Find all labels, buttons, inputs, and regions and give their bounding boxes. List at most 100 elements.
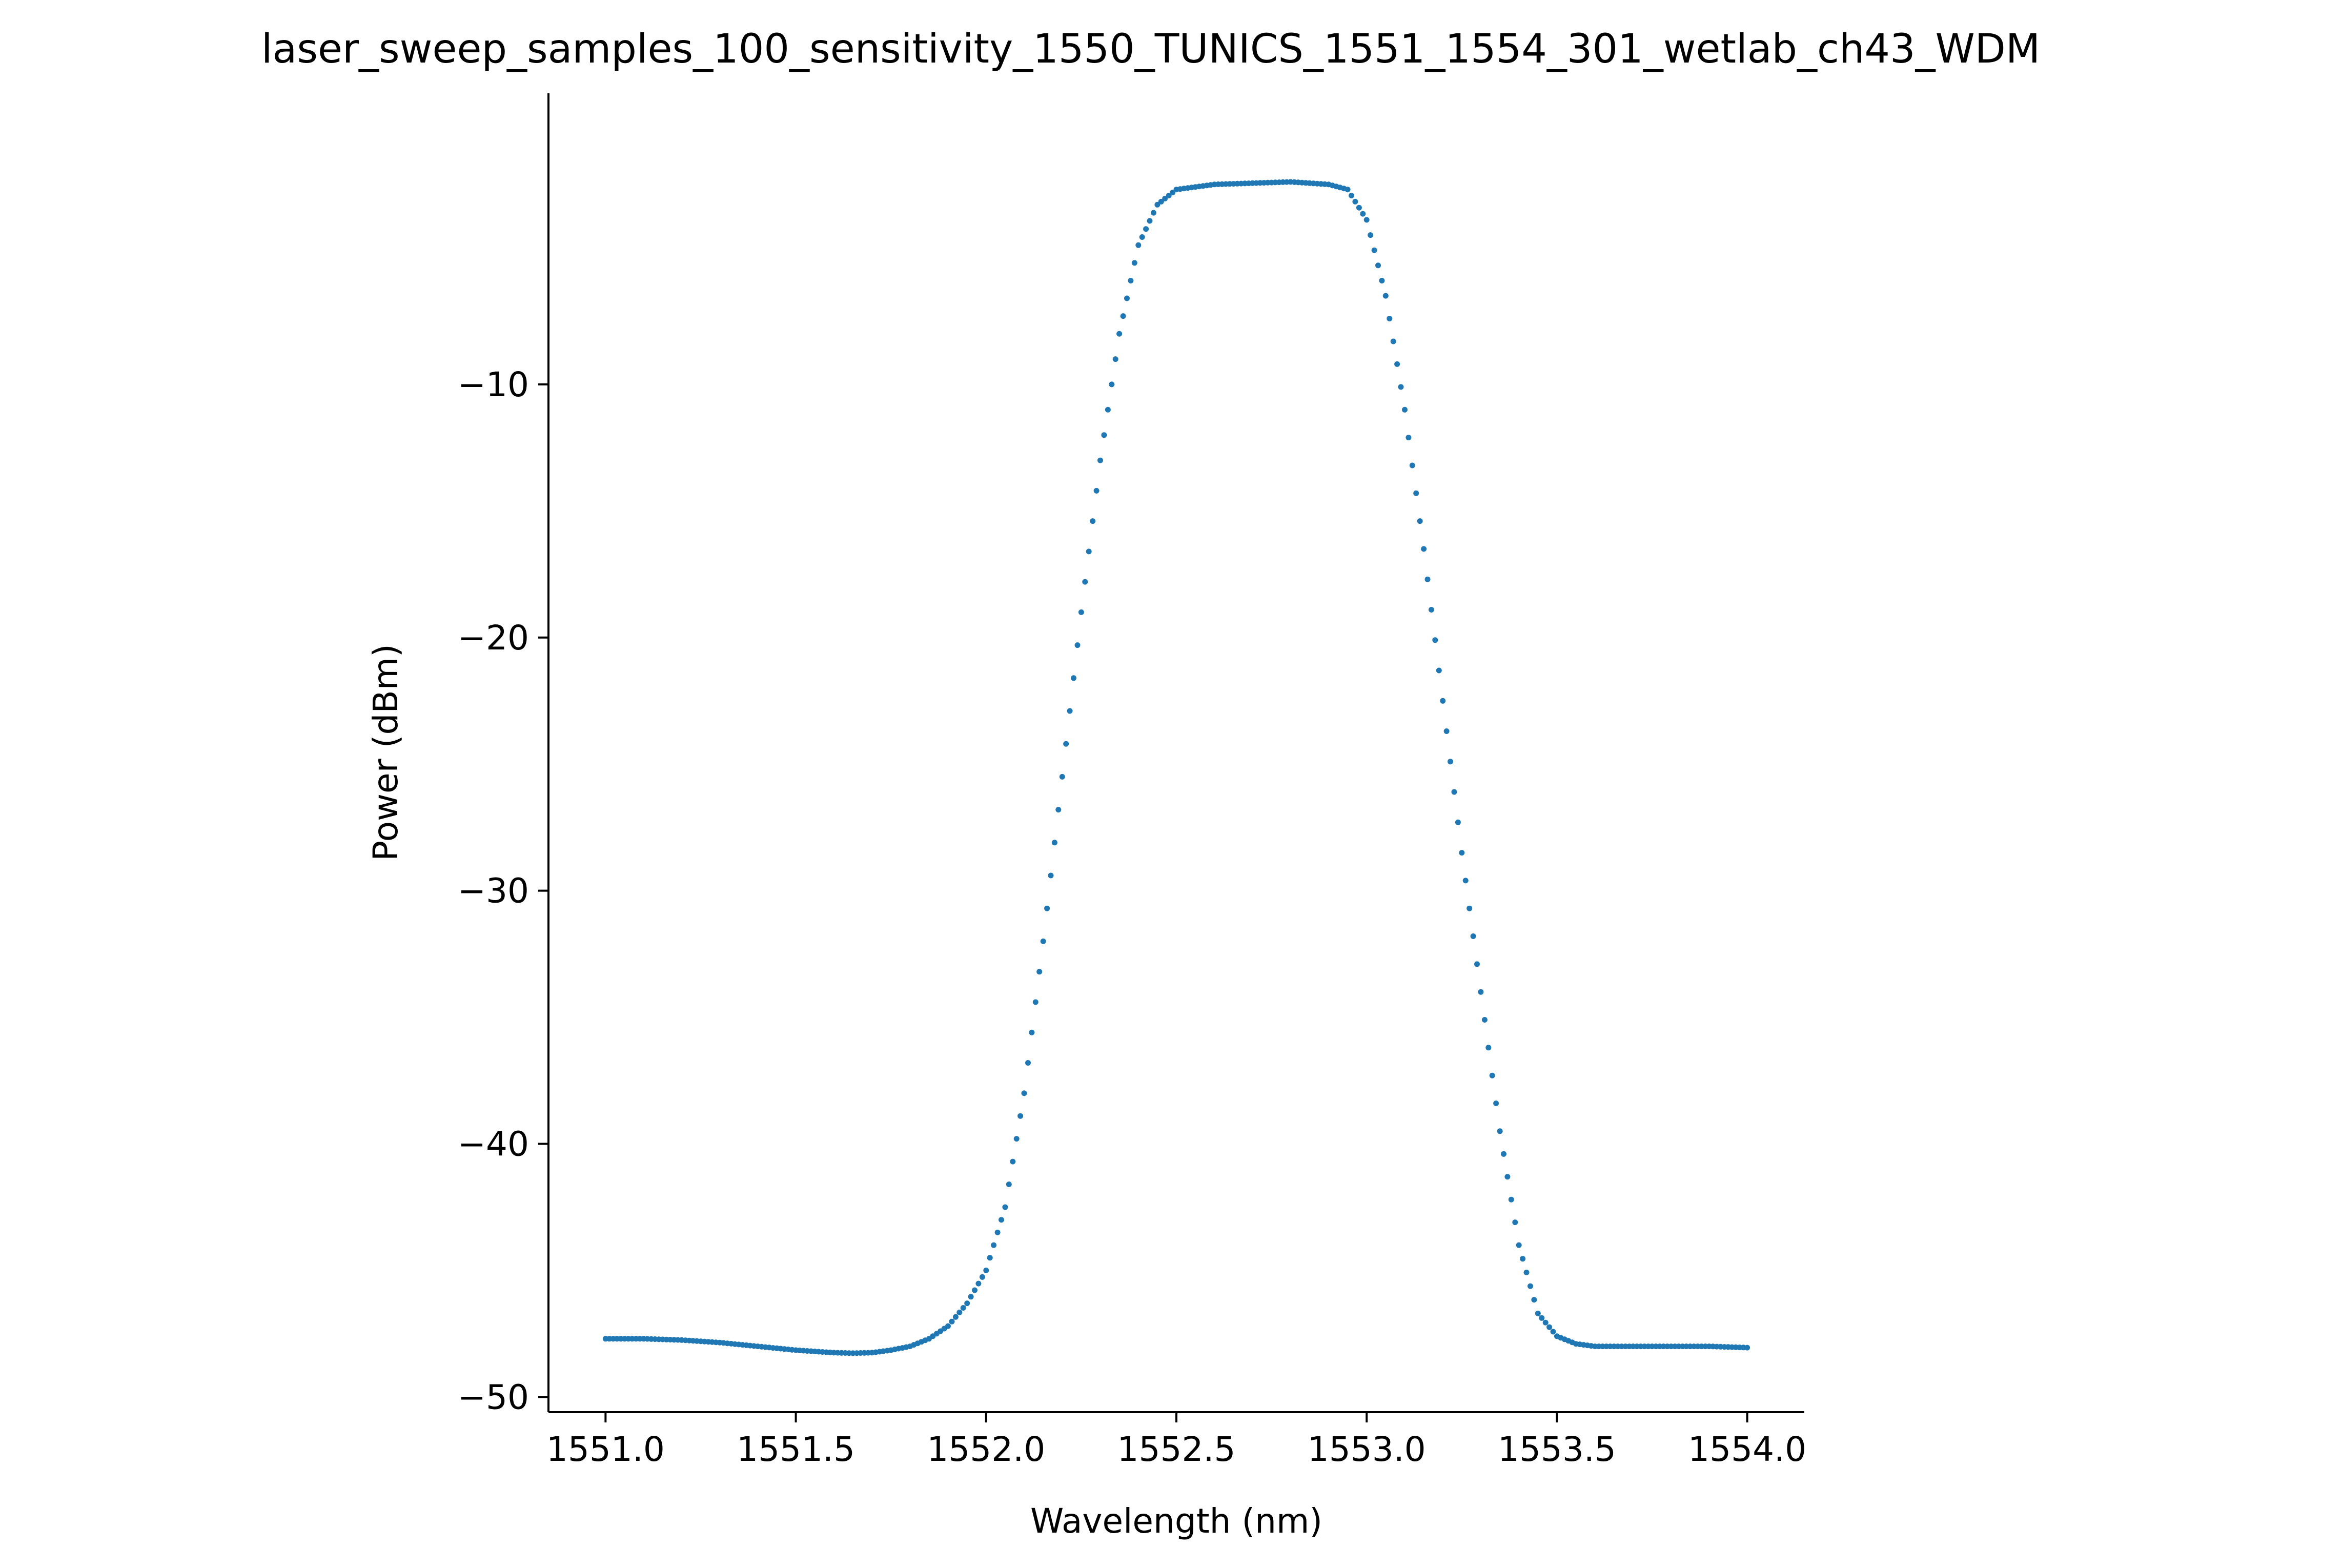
data-point xyxy=(1428,607,1434,613)
x-tick-label: 1552.5 xyxy=(1117,1430,1236,1469)
data-point xyxy=(952,1314,959,1320)
data-point xyxy=(1406,435,1412,441)
data-point xyxy=(1086,548,1092,555)
data-point xyxy=(1375,262,1381,269)
data-point xyxy=(1105,406,1111,413)
data-point xyxy=(1345,187,1351,193)
x-tick-label: 1554.0 xyxy=(1688,1430,1806,1469)
x-tick-label: 1553.5 xyxy=(1498,1430,1616,1469)
data-point xyxy=(1048,872,1054,879)
data-point xyxy=(1424,576,1431,582)
data-point xyxy=(1135,242,1142,248)
data-point xyxy=(1116,331,1123,337)
data-point xyxy=(1120,313,1126,319)
data-point xyxy=(1363,217,1370,223)
data-point xyxy=(979,1274,985,1280)
data-point xyxy=(1520,1256,1526,1262)
y-tick-label: −50 xyxy=(458,1377,529,1417)
data-point xyxy=(1459,850,1465,856)
data-point xyxy=(1013,1136,1020,1142)
data-point xyxy=(1124,295,1130,301)
data-point xyxy=(1349,193,1354,198)
data-point xyxy=(1010,1158,1016,1165)
data-point xyxy=(1063,741,1069,747)
data-point xyxy=(1109,381,1115,388)
data-point xyxy=(1112,356,1118,362)
data-point xyxy=(1497,1128,1503,1134)
data-point xyxy=(1508,1196,1514,1203)
data-point xyxy=(1093,487,1099,494)
data-point xyxy=(1128,278,1134,283)
data-point xyxy=(1462,878,1469,884)
data-point xyxy=(1436,667,1442,674)
data-point xyxy=(1101,432,1107,438)
data-point xyxy=(1402,406,1408,413)
data-point xyxy=(1481,1017,1488,1023)
data-point xyxy=(945,1323,951,1329)
data-point xyxy=(1535,1310,1541,1316)
data-point xyxy=(1448,759,1453,765)
data-point xyxy=(1542,1319,1549,1326)
data-point xyxy=(1360,211,1366,217)
data-point xyxy=(1143,226,1149,232)
data-point xyxy=(1531,1297,1537,1303)
data-point xyxy=(1139,234,1145,240)
y-axis-ticks: −50 −40 −30 −20 −10 xyxy=(458,365,548,1417)
data-point xyxy=(964,1300,970,1307)
data-point xyxy=(991,1242,997,1248)
data-point xyxy=(1451,789,1457,795)
data-point xyxy=(1382,293,1389,299)
data-point xyxy=(1029,1029,1035,1035)
data-point xyxy=(1413,490,1419,496)
data-point xyxy=(1539,1315,1545,1321)
data-point xyxy=(1443,728,1450,734)
data-point xyxy=(1162,195,1168,201)
data-point xyxy=(987,1255,993,1261)
data-point xyxy=(1154,201,1160,208)
data-point xyxy=(1489,1072,1495,1078)
data-point xyxy=(949,1318,955,1325)
data-point xyxy=(968,1294,974,1300)
data-point xyxy=(1002,1204,1008,1210)
data-point xyxy=(1059,773,1065,780)
data-point xyxy=(1455,819,1461,825)
data-point xyxy=(1432,637,1438,643)
data-point xyxy=(1158,198,1164,205)
data-point xyxy=(1025,1060,1031,1066)
data-point xyxy=(1523,1269,1530,1275)
data-point xyxy=(1504,1174,1511,1180)
data-point xyxy=(1546,1324,1553,1330)
data-point xyxy=(1501,1151,1506,1157)
data-point xyxy=(960,1305,966,1311)
data-point xyxy=(1485,1045,1492,1051)
data-point xyxy=(994,1229,1001,1235)
x-tick-label: 1551.5 xyxy=(737,1430,855,1469)
data-point xyxy=(1478,989,1484,995)
y-tick-label: −20 xyxy=(458,618,529,658)
data-point xyxy=(999,1217,1004,1223)
data-point xyxy=(1151,210,1156,216)
data-point xyxy=(1387,316,1393,321)
y-tick-label: −30 xyxy=(458,871,529,911)
data-point xyxy=(1371,247,1377,253)
data-point xyxy=(1421,546,1427,552)
data-point xyxy=(983,1267,989,1273)
data-point xyxy=(1379,278,1385,283)
data-point xyxy=(956,1309,963,1315)
data-point xyxy=(975,1280,982,1287)
data-point xyxy=(1417,518,1423,524)
x-axis-ticks: 1551.0 1551.5 1552.0 1552.5 1553.0 1553.5 1554… xyxy=(546,1412,1806,1469)
data-point xyxy=(1032,999,1038,1005)
y-axis-label: Power (dBm) xyxy=(366,644,405,861)
y-tick-label: −40 xyxy=(458,1125,529,1164)
data-point xyxy=(1550,1329,1556,1335)
data-point xyxy=(1398,384,1404,390)
data-point xyxy=(1440,698,1446,704)
data-point xyxy=(1017,1113,1024,1119)
data-point xyxy=(1131,260,1137,266)
x-tick-label: 1553.0 xyxy=(1308,1430,1426,1469)
data-point xyxy=(1044,905,1050,911)
data-point xyxy=(1090,518,1096,524)
data-point xyxy=(1356,205,1362,211)
data-point xyxy=(1390,338,1396,344)
